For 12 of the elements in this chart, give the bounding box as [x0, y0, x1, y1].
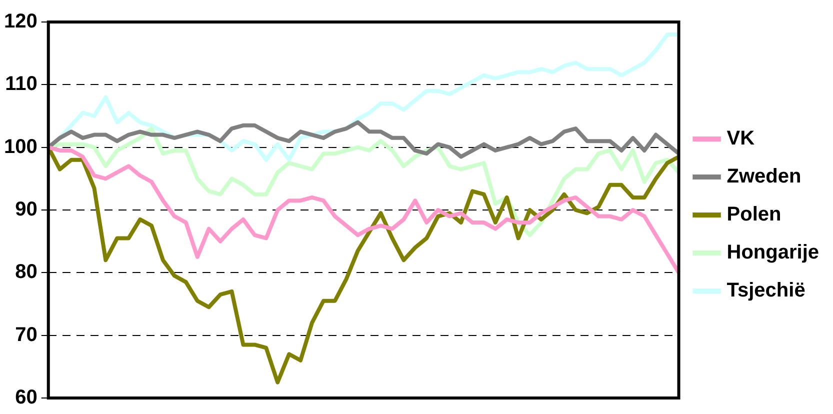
legend-label: Hongarije — [726, 242, 820, 264]
y-tick-label: 110 — [5, 73, 38, 96]
y-tick-label: 80 — [15, 261, 38, 284]
y-tick-label: 90 — [15, 198, 38, 221]
y-tick-label: 120 — [4, 10, 38, 33]
legend-label: VK — [726, 128, 756, 150]
legend-label: Polen — [726, 204, 782, 226]
legend-label: Zweden — [726, 166, 802, 188]
legend-label: Tsjechië — [726, 280, 806, 302]
y-tick-label: 70 — [15, 324, 38, 346]
y-tick-label: 100 — [4, 136, 38, 158]
y-tick-label: 60 — [15, 386, 38, 409]
